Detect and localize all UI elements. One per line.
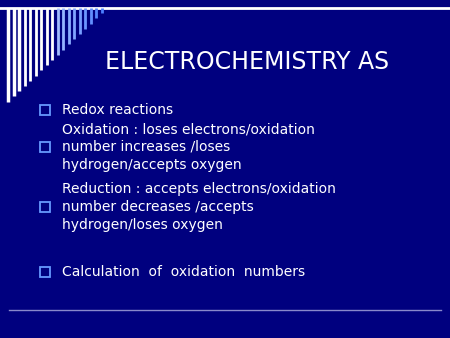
Bar [40, 267, 50, 277]
Text: Calculation  of  oxidation  numbers: Calculation of oxidation numbers [62, 265, 305, 279]
Bar [40, 105, 50, 115]
Text: Reduction : accepts electrons/oxidation
number decreases /accepts
hydrogen/loses: Reduction : accepts electrons/oxidation … [62, 182, 336, 232]
Text: Oxidation : loses electrons/oxidation
number increases /loses
hydrogen/accepts o: Oxidation : loses electrons/oxidation nu… [62, 122, 315, 172]
Bar [40, 202, 50, 212]
Text: Redox reactions: Redox reactions [62, 103, 173, 117]
Text: ELECTROCHEMISTRY AS: ELECTROCHEMISTRY AS [105, 50, 389, 74]
Bar [40, 142, 50, 152]
